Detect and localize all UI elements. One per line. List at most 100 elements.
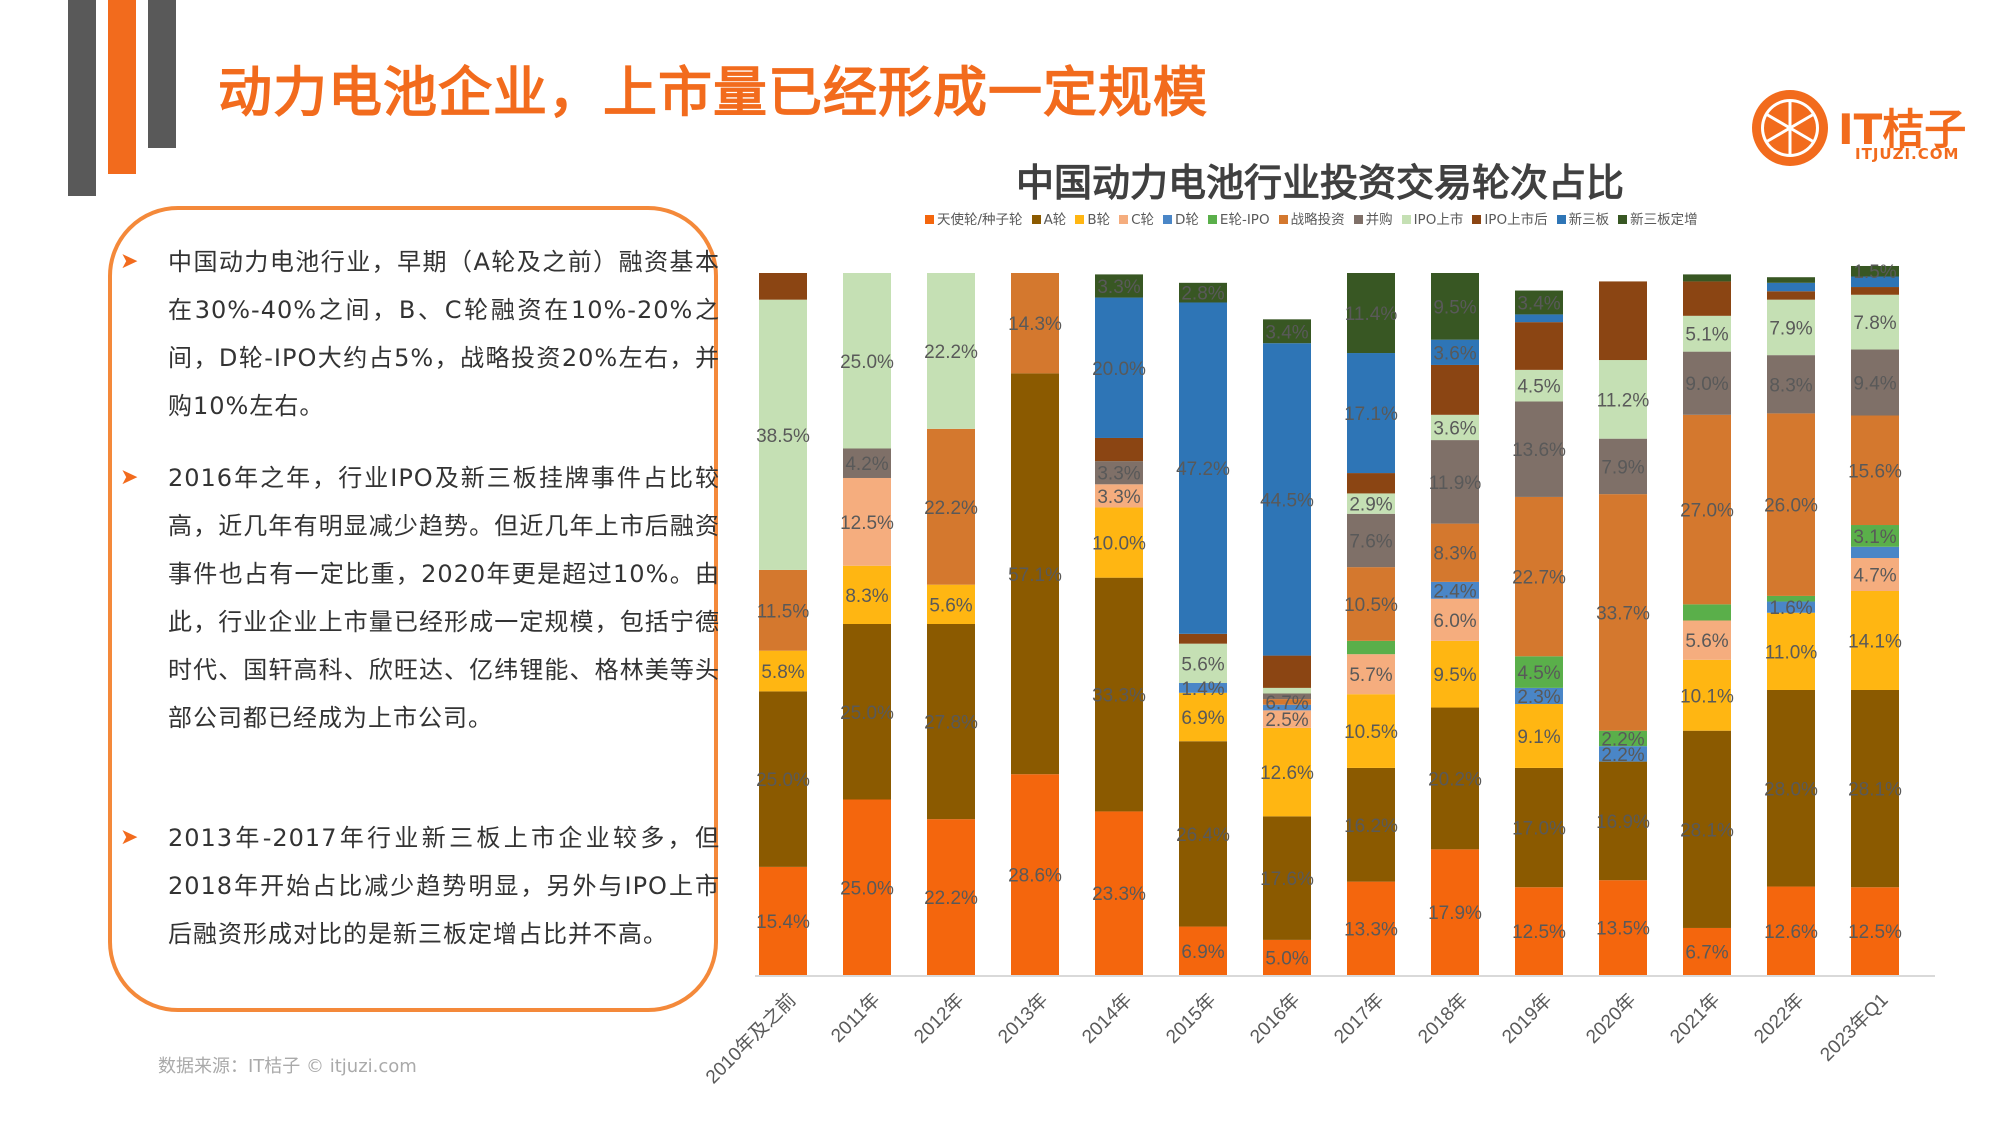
bar-segment xyxy=(1599,730,1647,747)
bar-segment xyxy=(1263,343,1311,656)
legend-item: 天使轮/种子轮 xyxy=(925,208,1023,228)
data-label: 38.5% xyxy=(756,426,810,447)
legend-label: 并购 xyxy=(1365,212,1393,228)
data-label: 12.6% xyxy=(1764,922,1818,943)
bar-segment xyxy=(759,691,807,867)
bar-segment xyxy=(1347,881,1395,975)
data-label: 1.5% xyxy=(1853,262,1896,283)
bar-segment xyxy=(843,624,891,800)
data-label: 5.7% xyxy=(1349,665,1392,686)
data-label: 12.5% xyxy=(840,513,894,534)
bar-segment xyxy=(1767,689,1815,887)
bar-segment xyxy=(1431,364,1479,415)
data-label: 47.2% xyxy=(1176,459,1230,480)
bar-segment xyxy=(1515,704,1563,768)
bar-segment xyxy=(1767,612,1815,690)
bar-segment xyxy=(1767,886,1815,975)
legend-label: E轮-IPO xyxy=(1219,212,1270,228)
data-label: 3.6% xyxy=(1433,343,1476,364)
data-label: 7.9% xyxy=(1769,318,1812,339)
bar-segment xyxy=(843,477,891,566)
x-tick-label: 2011年 xyxy=(827,989,885,1047)
bar-segment xyxy=(1095,274,1143,298)
bar-segment xyxy=(1851,415,1899,526)
data-label: 1.4% xyxy=(1181,679,1224,700)
data-label: 15.4% xyxy=(756,912,810,933)
bar-segment xyxy=(1683,730,1731,928)
data-label: 26.4% xyxy=(1176,825,1230,846)
bar-segment xyxy=(1515,687,1563,705)
data-label: 1.6% xyxy=(1769,598,1812,619)
legend-label: 战略投资 xyxy=(1290,212,1345,228)
bar-segment xyxy=(1599,438,1647,495)
bar-segment xyxy=(1515,496,1563,657)
x-tick-label: 2016年 xyxy=(1246,989,1305,1048)
data-label: 12.5% xyxy=(1848,922,1902,943)
bar-segment xyxy=(1179,692,1227,742)
bar-segment xyxy=(1263,939,1311,975)
bar-segment xyxy=(1431,640,1479,708)
bar-segment xyxy=(1683,659,1731,731)
data-label: 8.3% xyxy=(1769,375,1812,396)
bar-segment xyxy=(1263,319,1311,344)
logo-text: IT桔子 xyxy=(1838,105,1967,154)
bar-segment xyxy=(1431,339,1479,365)
bar-segment xyxy=(927,428,975,585)
bar-segment xyxy=(1767,277,1815,283)
bullet-3-text: 2013年-2017年行业新三板上市企业较多，但2018年开始占比减少趋势明显，… xyxy=(168,824,720,948)
legend-swatch xyxy=(1031,215,1041,224)
data-label: 22.2% xyxy=(924,498,978,519)
data-label: 6.7% xyxy=(1265,693,1308,714)
data-label: 25.0% xyxy=(756,770,810,791)
bar-segment xyxy=(1683,315,1731,352)
data-label: 25.0% xyxy=(840,352,894,373)
bar-segment xyxy=(1263,699,1311,705)
data-label: 33.7% xyxy=(1596,603,1650,624)
bar-segment xyxy=(1851,349,1899,416)
bar-segment xyxy=(1347,273,1395,354)
data-label: 7.8% xyxy=(1853,313,1896,334)
bar-segment xyxy=(1683,274,1731,282)
legend-swatch xyxy=(1556,215,1566,224)
x-tick-label: 2018年 xyxy=(1414,989,1473,1048)
bar-segment xyxy=(1179,682,1227,693)
bar-segment xyxy=(843,273,891,449)
data-label: 25.0% xyxy=(840,878,894,899)
bar-segment xyxy=(1347,513,1395,568)
data-label: 10.0% xyxy=(1092,534,1146,555)
bar-segment xyxy=(927,584,975,624)
x-tick-label: 2017年 xyxy=(1330,989,1389,1048)
x-tick-label: 2022年 xyxy=(1750,989,1809,1048)
data-label: 15.6% xyxy=(1848,461,1902,482)
data-label: 9.5% xyxy=(1433,297,1476,318)
legend-item: A轮 xyxy=(1031,208,1067,228)
legend-swatch xyxy=(1353,215,1363,224)
data-label: 9.0% xyxy=(1685,374,1728,395)
legend-swatch xyxy=(1119,215,1129,224)
data-label: 11.9% xyxy=(1429,473,1482,494)
legend-label: A轮 xyxy=(1043,212,1067,228)
data-label: 28.1% xyxy=(1680,820,1734,841)
bar-segment xyxy=(1263,816,1311,940)
legend-item: C轮 xyxy=(1119,208,1154,228)
bar-segment xyxy=(1599,761,1647,881)
x-tick-label: 2019年 xyxy=(1498,989,1557,1048)
legend-swatch xyxy=(1472,215,1482,224)
data-label: 3.6% xyxy=(1433,418,1476,439)
bar-segment xyxy=(1347,767,1395,882)
legend-item: 并购 xyxy=(1353,208,1393,228)
legend-item: D轮 xyxy=(1163,208,1199,228)
x-tick-label: 2015年 xyxy=(1162,989,1221,1048)
deco-bar-orange xyxy=(108,0,136,174)
bar-segment xyxy=(1851,276,1899,288)
bar-segment xyxy=(1515,887,1563,975)
bar-segment xyxy=(1683,620,1731,660)
data-label: 5.6% xyxy=(929,595,972,616)
data-label: 17.1% xyxy=(1344,404,1398,425)
data-label: 4.5% xyxy=(1517,663,1560,684)
bar-segment xyxy=(759,569,807,651)
bar-segment xyxy=(1767,355,1815,414)
bullet-2-text: 2016年之年，行业IPO及新三板挂牌事件占比较高，近几年有明显减少趋势。但近几… xyxy=(168,464,720,732)
bar-segment xyxy=(1263,687,1311,694)
bar-segment xyxy=(1347,694,1395,768)
